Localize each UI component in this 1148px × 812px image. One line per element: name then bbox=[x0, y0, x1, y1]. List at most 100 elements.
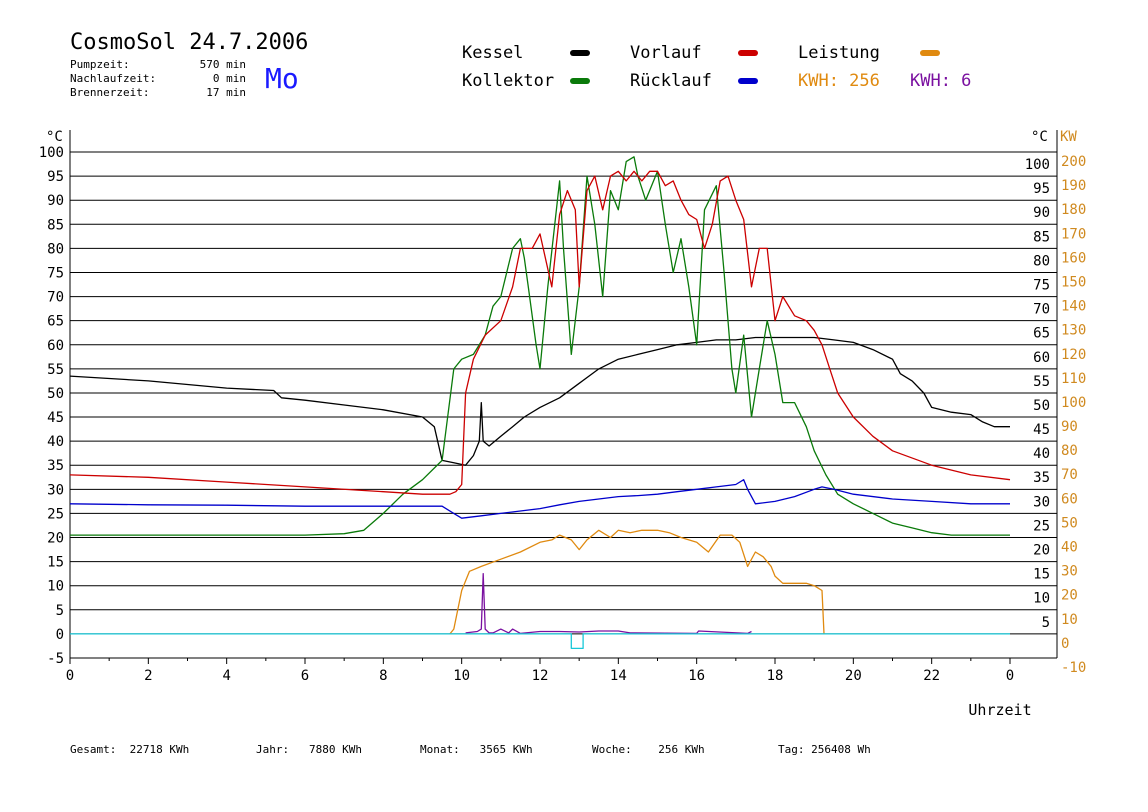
y-tick-left: 100 bbox=[39, 145, 64, 161]
legend-vorlauf: Vorlauf bbox=[630, 43, 702, 63]
series-line-rcklauf bbox=[69, 479, 1010, 519]
y-tick-right-kw: 160 bbox=[1061, 250, 1086, 266]
legend-ruecklauf-swatch bbox=[738, 78, 758, 84]
y-tick-right: 15 bbox=[1033, 567, 1050, 583]
footer-woche: Woche: 256 KWh bbox=[592, 743, 705, 756]
series-line-kessel bbox=[69, 336, 1010, 466]
x-tick-label: 0 bbox=[66, 668, 74, 684]
y-tick-left: 20 bbox=[47, 531, 64, 547]
legend-kollektor: Kollektor bbox=[462, 71, 555, 91]
y-tick-right-kw: 60 bbox=[1061, 491, 1078, 507]
brennerzeit-value: 17 min bbox=[206, 86, 246, 99]
y-tick-right-kw: 10 bbox=[1061, 612, 1078, 628]
y-tick-left: 5 bbox=[56, 603, 64, 619]
legend-kessel: Kessel bbox=[462, 43, 524, 63]
footer-gesamt-value: 22718 KWh bbox=[129, 743, 190, 756]
footer-gesamt-label: Gesamt: bbox=[70, 743, 117, 756]
y-tick-right: 50 bbox=[1033, 398, 1050, 414]
x-tick-label: 14 bbox=[610, 668, 627, 684]
footer-jahr: Jahr: 7880 KWh bbox=[256, 743, 362, 756]
y-tick-left: 85 bbox=[47, 217, 64, 233]
x-tick-label: 2 bbox=[144, 668, 152, 684]
y-tick-left: 25 bbox=[47, 506, 64, 522]
brennerzeit-row: Brennerzeit: 17 min bbox=[70, 86, 246, 100]
y-tick-left: 60 bbox=[47, 338, 64, 354]
x-tick-label: 16 bbox=[688, 668, 705, 684]
footer-monat: Monat: 3565 KWh bbox=[420, 743, 533, 756]
y-tick-right: 65 bbox=[1033, 326, 1050, 342]
legend-vorlauf-swatch bbox=[738, 50, 758, 56]
y-tick-right: 40 bbox=[1033, 446, 1050, 462]
y-tick-right-kw: 100 bbox=[1061, 395, 1086, 411]
footer-gesamt: Gesamt: 22718 KWh bbox=[70, 743, 189, 756]
y-tick-right: 45 bbox=[1033, 422, 1050, 438]
y-tick-right-kw: 180 bbox=[1061, 202, 1086, 218]
y-axis-label-kw: KW bbox=[1060, 129, 1077, 145]
legend-kollektor-swatch bbox=[570, 78, 590, 84]
y-tick-right-kw: 170 bbox=[1061, 226, 1086, 242]
y-tick-left: -5 bbox=[47, 651, 64, 667]
brennerzeit-label: Brennerzeit: bbox=[70, 86, 150, 99]
y-tick-right-kw: -10 bbox=[1061, 660, 1086, 676]
pumpzeit-row: Pumpzeit: 570 min bbox=[70, 58, 246, 72]
y-tick-left: 35 bbox=[47, 458, 64, 474]
footer-woche-label: Woche: bbox=[592, 743, 632, 756]
y-tick-left: 70 bbox=[47, 290, 64, 306]
y-tick-right: 25 bbox=[1033, 518, 1050, 534]
series-line-kollektor bbox=[70, 156, 1010, 536]
y-tick-right: 60 bbox=[1033, 350, 1050, 366]
y-tick-left: 15 bbox=[47, 555, 64, 571]
y-tick-right-kw: 80 bbox=[1061, 443, 1078, 459]
nachlaufzeit-row: Nachlaufzeit: 0 min bbox=[70, 72, 246, 86]
y-tick-left: 50 bbox=[47, 386, 64, 402]
y-tick-left: 55 bbox=[47, 362, 64, 378]
pumpzeit-value: 570 min bbox=[199, 58, 246, 71]
pumpzeit-label: Pumpzeit: bbox=[70, 58, 130, 71]
footer-tag: Tag: 256408 Wh bbox=[778, 743, 871, 756]
chart-title: CosmoSol 24.7.2006 bbox=[70, 30, 309, 55]
y-tick-right: 35 bbox=[1033, 470, 1050, 486]
legend-leistung-swatch bbox=[920, 50, 940, 56]
y-tick-right-kw: 70 bbox=[1061, 467, 1078, 483]
x-axis-label: Uhrzeit bbox=[968, 701, 1031, 719]
x-tick-label: 12 bbox=[532, 668, 549, 684]
x-tick-label: 6 bbox=[301, 668, 309, 684]
y-tick-right: 55 bbox=[1033, 374, 1050, 390]
series-line-leistung2 bbox=[465, 573, 752, 635]
y-axis-label-left: °C bbox=[46, 129, 63, 145]
x-tick-label: 22 bbox=[923, 668, 940, 684]
y-tick-right: 90 bbox=[1033, 205, 1050, 221]
y-tick-right-kw: 20 bbox=[1061, 588, 1078, 604]
y-tick-left: 80 bbox=[47, 241, 64, 257]
y-tick-right-kw: 200 bbox=[1061, 154, 1086, 170]
y-tick-left: 10 bbox=[47, 579, 64, 595]
legend-leistung: Leistung bbox=[798, 43, 880, 63]
y-tick-right-kw: 130 bbox=[1061, 323, 1086, 339]
legend-kwh-orange: KWH: 256 bbox=[798, 71, 880, 91]
footer-jahr-value: 7880 KWh bbox=[309, 743, 362, 756]
footer-jahr-label: Jahr: bbox=[256, 743, 290, 756]
y-tick-left: 65 bbox=[47, 314, 64, 330]
nachlaufzeit-label: Nachlaufzeit: bbox=[70, 72, 157, 85]
x-tick-label: 8 bbox=[379, 668, 387, 684]
weekday-label: Mo bbox=[265, 62, 299, 95]
footer-monat-label: Monat: bbox=[420, 743, 460, 756]
y-tick-left: 0 bbox=[56, 627, 64, 643]
y-tick-right-kw: 0 bbox=[1061, 636, 1069, 652]
y-tick-left: 90 bbox=[47, 193, 64, 209]
y-tick-right: 95 bbox=[1033, 181, 1050, 197]
y-tick-right: 10 bbox=[1033, 591, 1050, 607]
y-tick-right: 80 bbox=[1033, 253, 1050, 269]
y-tick-right: 20 bbox=[1033, 543, 1050, 559]
y-tick-left: 75 bbox=[47, 265, 64, 281]
x-tick-label: 4 bbox=[222, 668, 230, 684]
y-tick-right-kw: 30 bbox=[1061, 564, 1078, 580]
series-line-vorlauf bbox=[69, 170, 1011, 495]
footer-woche-value: 256 KWh bbox=[658, 743, 705, 756]
y-tick-right: 5 bbox=[1042, 615, 1050, 631]
y-tick-right-kw: 140 bbox=[1061, 299, 1086, 315]
x-tick-label: 0 bbox=[1006, 668, 1014, 684]
legend-ruecklauf: Rücklauf bbox=[630, 71, 712, 91]
y-tick-right: 75 bbox=[1033, 277, 1050, 293]
